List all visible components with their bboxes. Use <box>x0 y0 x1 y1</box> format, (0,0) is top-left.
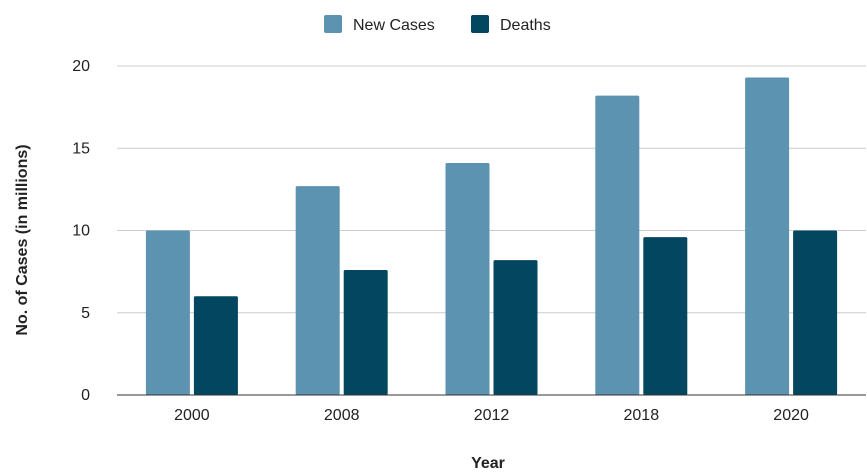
y-axis-title: No. of Cases (in millions) <box>14 144 31 335</box>
bars <box>145 77 838 396</box>
y-tick-label: 0 <box>81 387 90 404</box>
bar-deaths-2008 <box>343 269 388 395</box>
legend-swatch-new-cases <box>324 15 342 33</box>
gridlines <box>117 65 866 314</box>
y-tick-labels: 0 5 10 15 20 <box>72 58 90 404</box>
bar-new-cases-2000 <box>145 230 190 395</box>
bar-deaths-2020 <box>793 230 838 395</box>
bar-deaths-2018 <box>643 237 688 395</box>
x-axis-title: Year <box>471 455 505 472</box>
legend-label-deaths: Deaths <box>500 17 551 34</box>
y-tick-label: 10 <box>72 223 90 240</box>
x-tick-label: 2020 <box>773 407 809 424</box>
x-tick-labels: 2000 2008 2012 2018 2020 <box>174 407 809 424</box>
legend-label-new-cases: New Cases <box>353 17 435 34</box>
y-tick-label: 20 <box>72 58 90 75</box>
y-tick-label: 5 <box>81 305 90 322</box>
bar-new-cases-2018 <box>595 95 640 396</box>
x-tick-label: 2008 <box>324 407 360 424</box>
bar-new-cases-2012 <box>445 163 490 395</box>
x-tick-label: 2000 <box>174 407 210 424</box>
y-tick-label: 15 <box>72 140 90 157</box>
legend-swatch-deaths <box>471 15 489 33</box>
x-tick-label: 2012 <box>474 407 510 424</box>
bar-deaths-2012 <box>493 260 538 395</box>
bar-deaths-2000 <box>193 296 238 395</box>
bar-new-cases-2020 <box>745 77 790 395</box>
bar-new-cases-2008 <box>295 186 340 395</box>
legend: New Cases Deaths <box>324 15 551 34</box>
x-tick-label: 2018 <box>624 407 660 424</box>
